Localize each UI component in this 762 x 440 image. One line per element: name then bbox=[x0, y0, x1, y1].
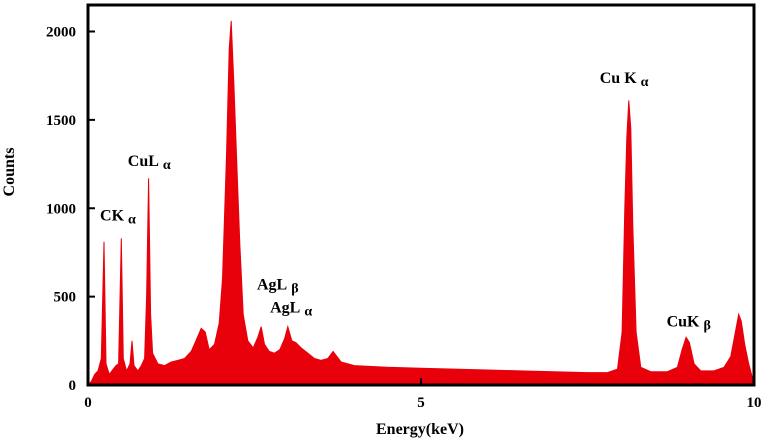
spectrum-series-0 bbox=[86, 20, 755, 386]
peak-label: CK α bbox=[100, 208, 136, 228]
x-tick-label: 5 bbox=[417, 395, 425, 411]
y-axis-label: Counts bbox=[1, 148, 18, 197]
plot-frame bbox=[86, 3, 756, 387]
y-tick-label: 1000 bbox=[46, 201, 76, 217]
y-axis: 0 500 1000 1500 2000 bbox=[46, 25, 95, 394]
x-axis: 0 5 10 bbox=[84, 378, 762, 411]
peak-label: CuK β bbox=[667, 314, 711, 334]
y-tick-label: 500 bbox=[54, 290, 77, 306]
peak-label: AgL β bbox=[257, 277, 299, 297]
plot-area bbox=[86, 3, 756, 387]
peak-label: AgL α bbox=[270, 300, 312, 320]
peak-label: CuL α bbox=[128, 153, 171, 173]
y-tick-label: 0 bbox=[69, 378, 77, 394]
x-axis-label: Energy(keV) bbox=[376, 421, 464, 438]
y-tick-label: 2000 bbox=[46, 25, 76, 41]
x-tick-label: 10 bbox=[747, 395, 762, 411]
x-tick-label: 0 bbox=[84, 395, 92, 411]
y-tick-label: 1500 bbox=[46, 113, 76, 129]
